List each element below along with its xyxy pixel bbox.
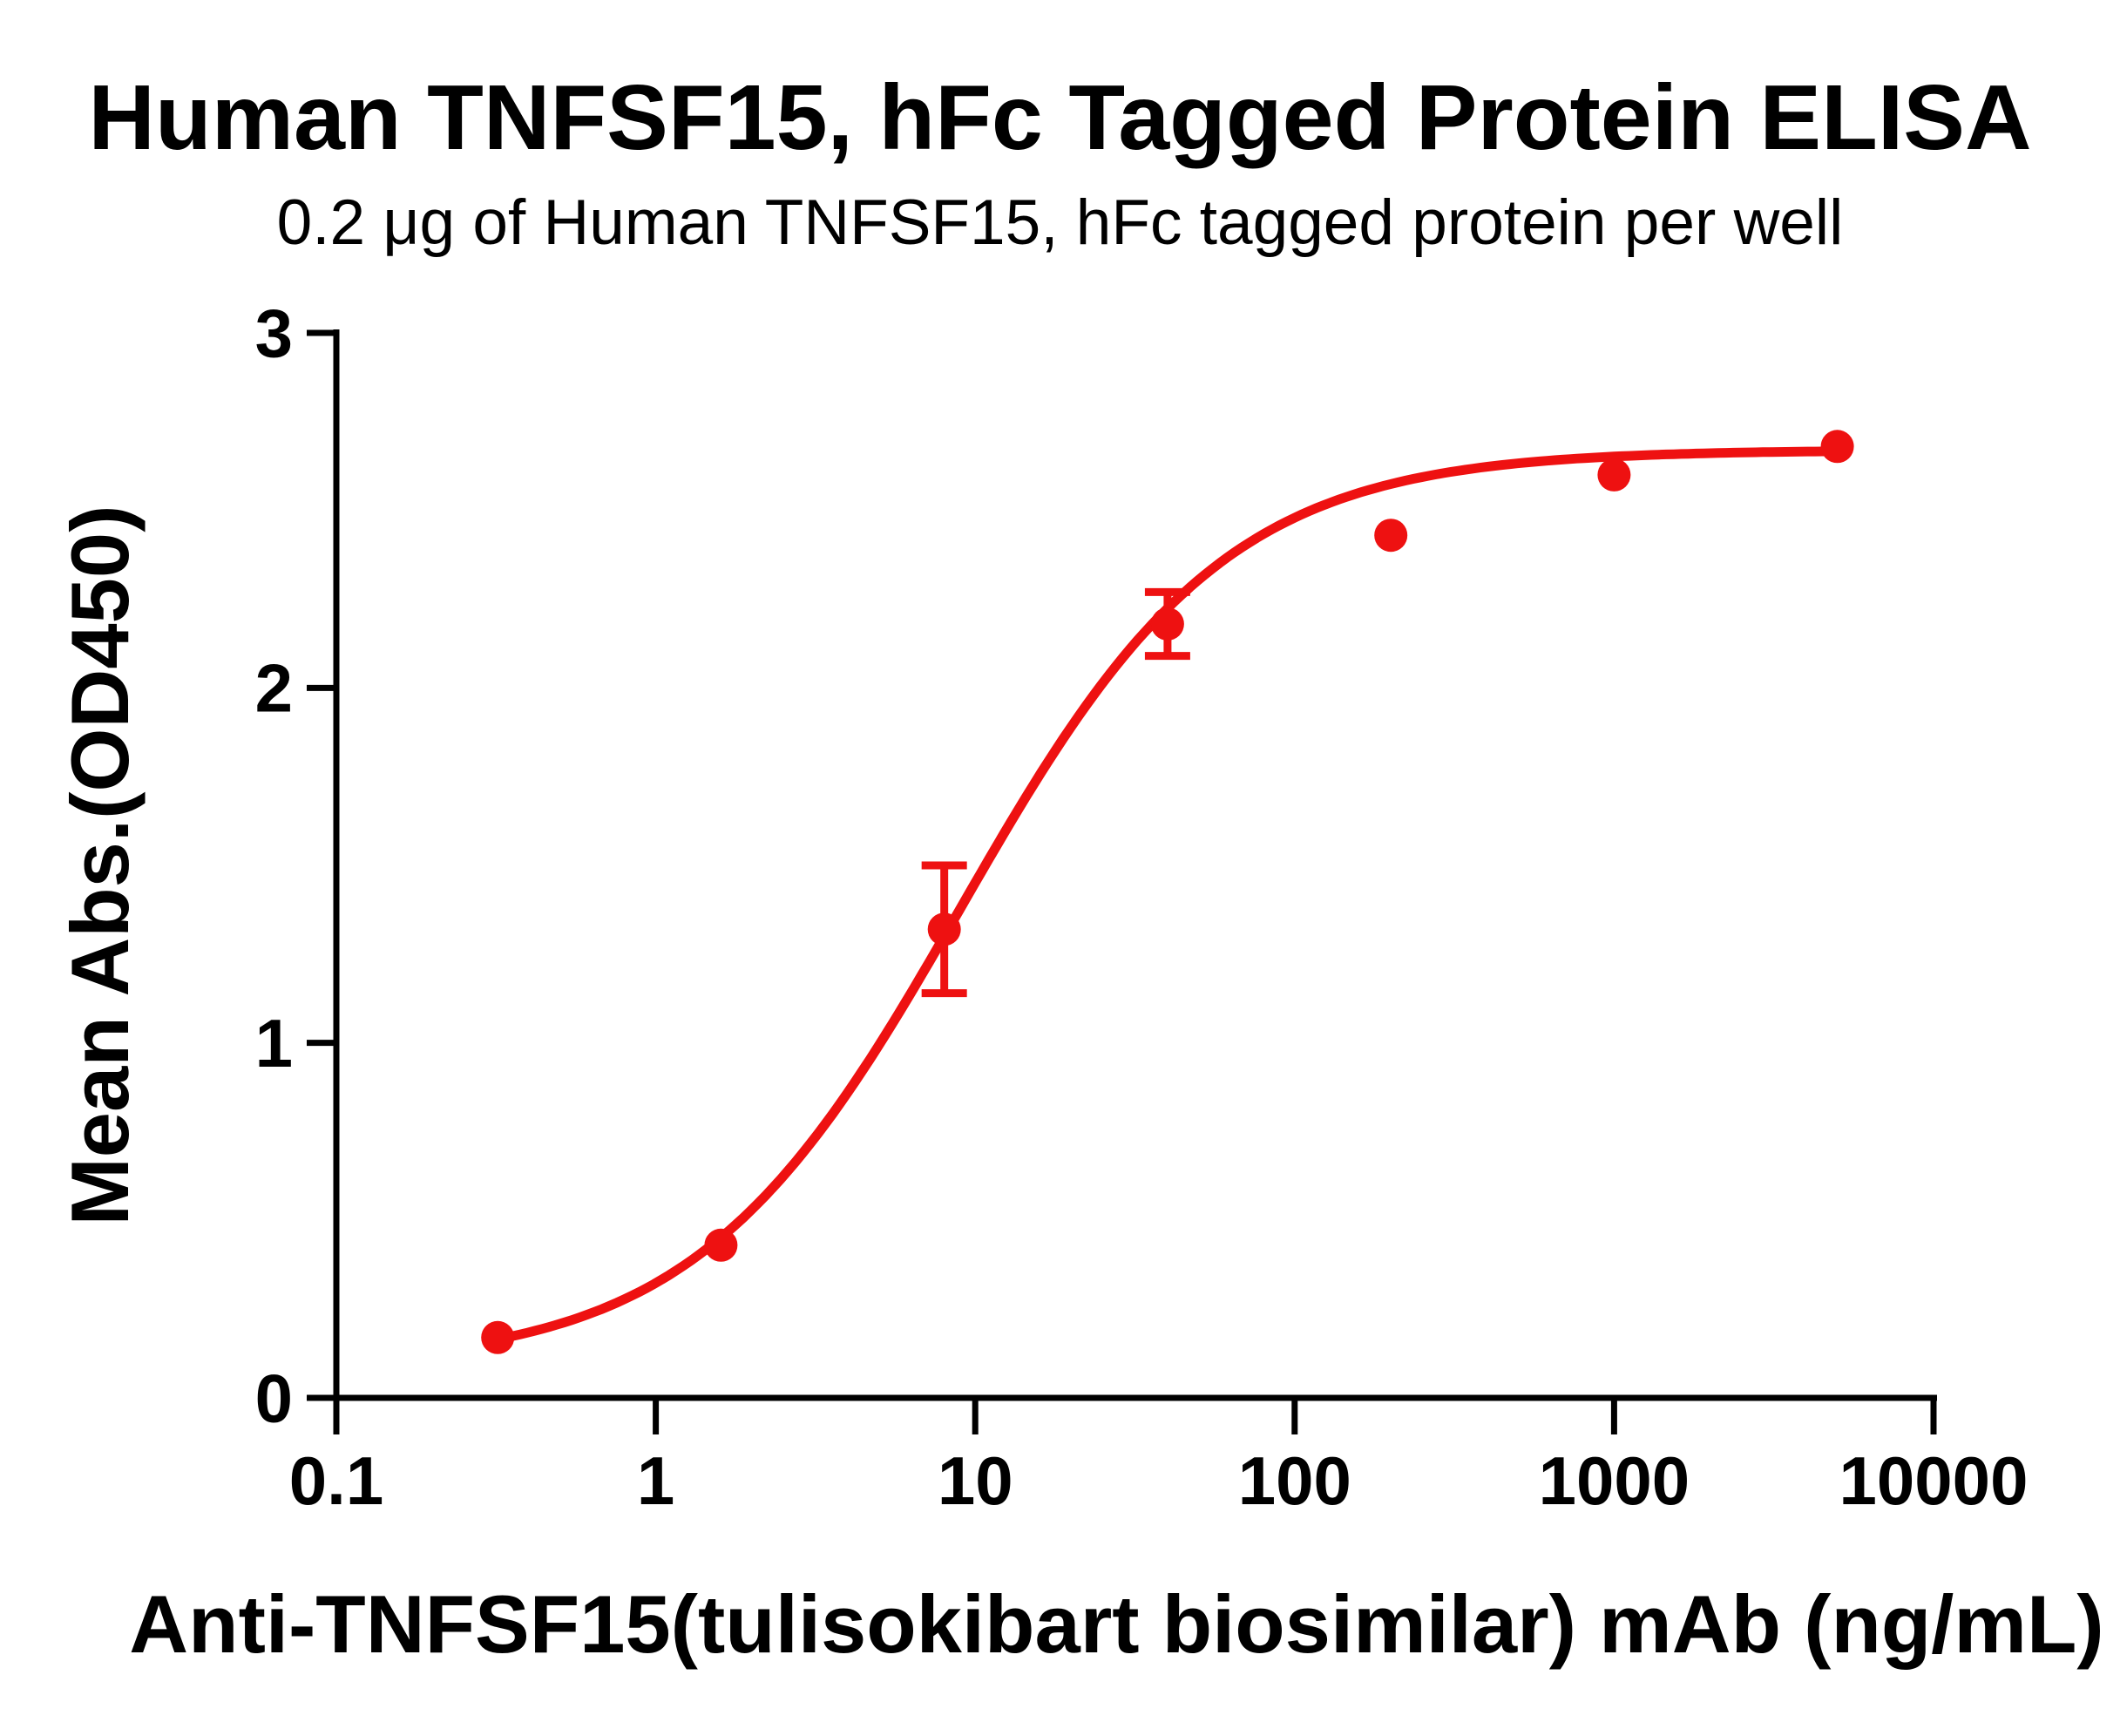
data-point-marker <box>927 912 961 946</box>
x-tick-label: 10000 <box>1839 1442 2029 1519</box>
data-point-marker <box>1374 519 1408 553</box>
data-point-marker <box>481 1320 515 1354</box>
data-point-marker <box>1820 430 1854 464</box>
data-point-marker <box>1150 607 1184 641</box>
chart-subtitle: 0.2 μg of Human TNFSF15, hFc tagged prot… <box>276 187 1844 258</box>
axes <box>333 329 1937 1401</box>
y-tick-label: 1 <box>255 1005 293 1082</box>
y-tick-label: 2 <box>255 650 293 727</box>
data-point-marker <box>704 1228 738 1262</box>
y-axis-ticks: 0 1 2 3 <box>255 295 336 1436</box>
y-tick-label: 0 <box>255 1360 293 1436</box>
x-tick-label: 0.1 <box>289 1442 383 1519</box>
x-axis-title: Anti-TNFSF15(tulisokibart biosimilar) mA… <box>129 1578 2104 1670</box>
x-tick-label: 1 <box>637 1442 674 1519</box>
y-tick-label: 3 <box>255 295 293 371</box>
x-tick-label: 1000 <box>1539 1442 1690 1519</box>
error-bars <box>921 587 1190 998</box>
x-tick-label: 10 <box>938 1442 1013 1519</box>
data-point-marker <box>1597 458 1631 492</box>
x-axis-ticks: 0.1 1 10 100 1000 10000 <box>289 1398 2029 1519</box>
series-anti-tnfsf15-tulisokibart-biosimilar-mab <box>481 430 1854 1354</box>
data-points <box>481 430 1854 1354</box>
chart-title: Human TNFSF15, hFc Tagged Protein ELISA <box>88 66 2032 169</box>
x-tick-label: 100 <box>1238 1442 1351 1519</box>
fit-curve <box>492 446 1843 1345</box>
